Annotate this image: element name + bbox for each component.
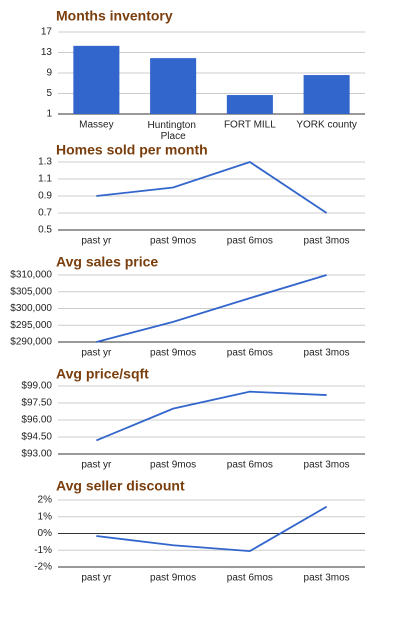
y-tick-label: $97.50 (21, 398, 52, 409)
y-tick-label: $295,000 (10, 320, 52, 331)
y-tick-label: 1.1 (38, 174, 52, 185)
y-tick-label: 0.5 (38, 225, 52, 236)
y-tick-label: $99.00 (21, 381, 52, 392)
y-tick-label: 13 (41, 47, 53, 58)
x-tick-label: past 6mos (227, 348, 273, 359)
x-tick-label: FORT MILL (224, 120, 276, 131)
x-tick-label: past yr (81, 236, 112, 247)
chart-title: Avg seller discount (56, 478, 185, 494)
x-tick-label: past 3mos (304, 348, 350, 359)
line (96, 390, 327, 442)
bar (303, 75, 350, 114)
bar (226, 95, 273, 114)
y-tick-label: -1% (34, 545, 52, 556)
x-tick-label: past 3mos (304, 236, 350, 247)
y-tick-label: $94.50 (21, 432, 52, 443)
y-tick-label: $290,000 (10, 337, 52, 348)
y-tick-label: 0.9 (38, 191, 52, 202)
y-tick-label: -2% (34, 562, 52, 573)
y-tick-label: 2% (38, 495, 53, 506)
x-tick-label: past yr (81, 348, 112, 359)
x-tick-label: past yr (81, 573, 112, 584)
x-tick-label: YORK county (296, 120, 357, 131)
bar (73, 45, 120, 114)
x-tick-label: Huntington Place (148, 120, 199, 142)
chart-title: Months inventory (56, 8, 173, 24)
x-tick-label: past 3mos (304, 460, 350, 471)
y-tick-label: $310,000 (10, 270, 52, 281)
y-tick-label: 17 (41, 27, 53, 38)
x-tick-label: past 6mos (227, 573, 273, 584)
chart-title: Homes sold per month (56, 142, 208, 158)
y-tick-label: 1.3 (38, 157, 52, 168)
x-tick-label: past 3mos (304, 573, 350, 584)
y-tick-label: $93.00 (21, 449, 52, 460)
y-tick-label: $96.00 (21, 415, 52, 426)
y-tick-label: $300,000 (10, 303, 52, 314)
y-tick-label: 9 (46, 68, 52, 79)
line (96, 161, 328, 214)
x-tick-label: past 9mos (150, 460, 196, 471)
y-tick-label: $305,000 (10, 286, 52, 297)
chart-title: Avg price/sqft (56, 366, 149, 382)
x-tick-label: past 6mos (227, 236, 273, 247)
x-tick-label: past 9mos (150, 573, 196, 584)
y-tick-label: 1% (38, 511, 53, 522)
line (96, 274, 327, 343)
x-tick-label: Massey (79, 120, 113, 131)
x-tick-label: past 6mos (227, 460, 273, 471)
y-tick-label: 5 (46, 88, 52, 99)
line (96, 505, 328, 553)
bar (150, 58, 197, 114)
y-tick-label: 0% (38, 528, 53, 539)
y-tick-label: 0.7 (38, 208, 52, 219)
chart-title: Avg sales price (56, 254, 158, 270)
x-tick-label: past 9mos (150, 236, 196, 247)
y-tick-label: 1 (46, 109, 52, 120)
x-tick-label: past 9mos (150, 348, 196, 359)
x-tick-label: past yr (81, 460, 112, 471)
